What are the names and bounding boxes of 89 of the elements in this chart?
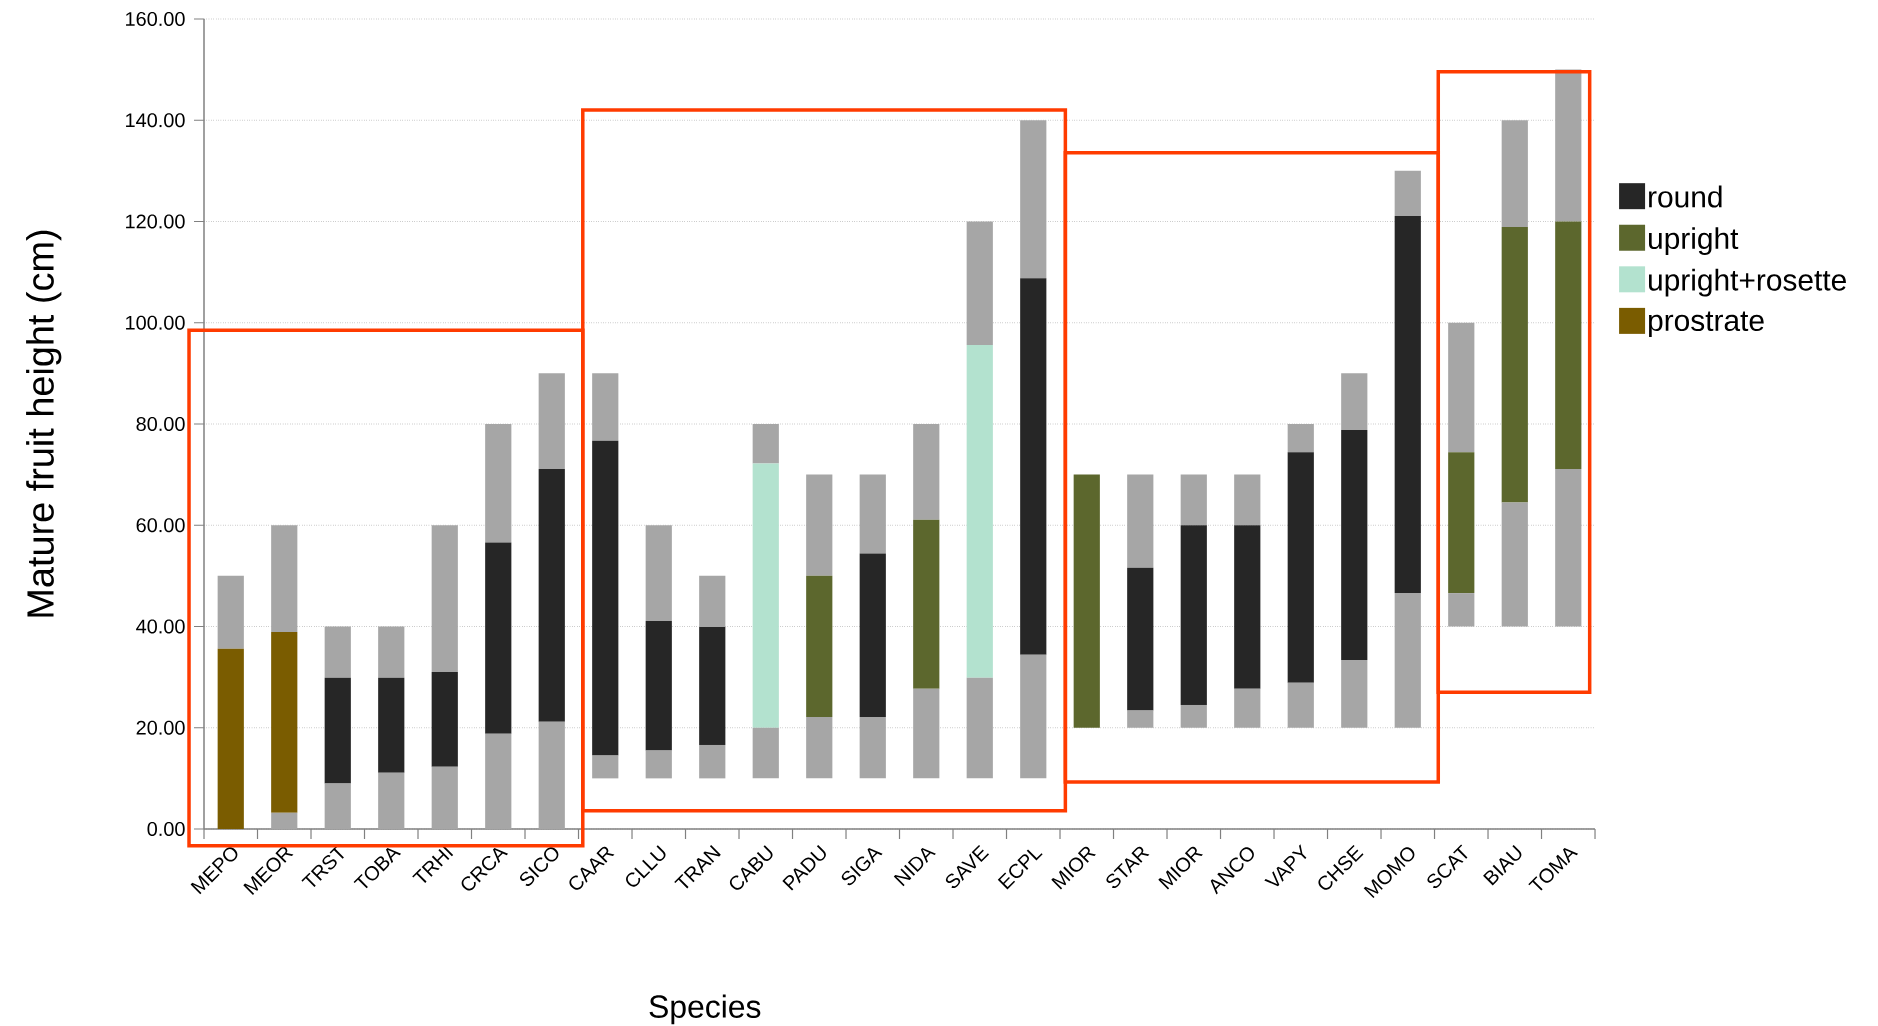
bar: [1341, 659, 1368, 728]
bar: [1501, 502, 1528, 627]
bar: [378, 626, 405, 678]
bar: [1287, 682, 1314, 728]
bar: [378, 677, 405, 773]
bar: [485, 733, 512, 829]
bar: [752, 463, 779, 728]
bar: [1448, 322, 1475, 453]
bar: [592, 755, 619, 779]
y-tick-label: 60.00: [136, 518, 185, 533]
bar: [752, 423, 779, 464]
bar: [217, 648, 244, 829]
bar: [806, 474, 833, 576]
y-tick-label: 100.00: [126, 315, 185, 330]
y-tick-label: 0.00: [147, 821, 185, 837]
bar: [431, 525, 458, 673]
bar: [913, 423, 940, 520]
y-tick-label: 40.00: [136, 619, 185, 634]
bar: [752, 727, 779, 779]
bar: [806, 575, 833, 718]
y-tick-label: 20.00: [136, 720, 185, 735]
bar: [1341, 373, 1368, 431]
legend-label: upright: [1649, 227, 1739, 256]
bar: [1287, 423, 1314, 453]
bar: [1234, 474, 1261, 526]
bar: [431, 766, 458, 829]
bar: [271, 525, 298, 633]
bar: [378, 772, 405, 829]
y-tick-label: 120.00: [126, 214, 185, 229]
bar: [1341, 430, 1368, 660]
bar: [1234, 525, 1261, 689]
bar: [217, 575, 244, 649]
bar: [966, 677, 993, 779]
bar: [966, 345, 993, 678]
bar: [1180, 525, 1207, 705]
bar: [1180, 704, 1207, 728]
bar: [592, 373, 619, 441]
legend-label: round: [1649, 185, 1722, 208]
x-axis-title: Species: [649, 994, 761, 1025]
y-tick-label: 140.00: [126, 113, 185, 128]
bar: [1020, 654, 1047, 779]
bar: [1020, 278, 1047, 655]
bar: [1127, 567, 1154, 711]
bar: [324, 677, 351, 784]
bar: [859, 474, 886, 554]
bar: [1555, 469, 1582, 627]
bar: [324, 626, 351, 678]
bar: [699, 575, 726, 627]
bar: [913, 519, 940, 689]
bar: [592, 440, 619, 756]
bar: [699, 744, 726, 779]
bar: [1555, 221, 1582, 470]
bar: [1234, 688, 1261, 728]
bar: [538, 469, 565, 722]
bar: [1501, 227, 1528, 503]
bar: [966, 221, 993, 346]
bar: [1127, 710, 1154, 728]
y-axis-title: Mature fruit height (cm): [26, 230, 62, 617]
bar: [431, 672, 458, 767]
bar: [645, 620, 672, 751]
bar: [859, 553, 886, 718]
bar: [324, 783, 351, 829]
bar: [271, 632, 298, 813]
bar: [485, 542, 512, 734]
y-tick-label: 80.00: [136, 416, 185, 432]
bar: [1127, 474, 1154, 568]
bar: [1020, 120, 1047, 279]
bar: [645, 525, 672, 621]
bar: [1448, 452, 1475, 594]
bar: [645, 750, 672, 779]
bar: [1394, 593, 1421, 728]
bar: [1501, 120, 1528, 228]
bar: [1394, 170, 1421, 216]
bar: [1448, 593, 1475, 627]
bar: [485, 423, 512, 543]
bar: [699, 627, 726, 745]
bar: [1394, 215, 1421, 594]
bar: [271, 812, 298, 829]
bar: [913, 688, 940, 779]
bar: [1287, 452, 1314, 683]
bar: [538, 373, 565, 470]
bar: [806, 717, 833, 779]
bar: [1073, 474, 1100, 728]
bar: [859, 717, 886, 779]
legend-label: prostrate: [1648, 311, 1764, 337]
bar: [1180, 474, 1207, 526]
legend-label: upright+rosette: [1649, 268, 1846, 297]
bar: [538, 721, 565, 829]
y-tick-label: 160.00: [126, 11, 185, 27]
